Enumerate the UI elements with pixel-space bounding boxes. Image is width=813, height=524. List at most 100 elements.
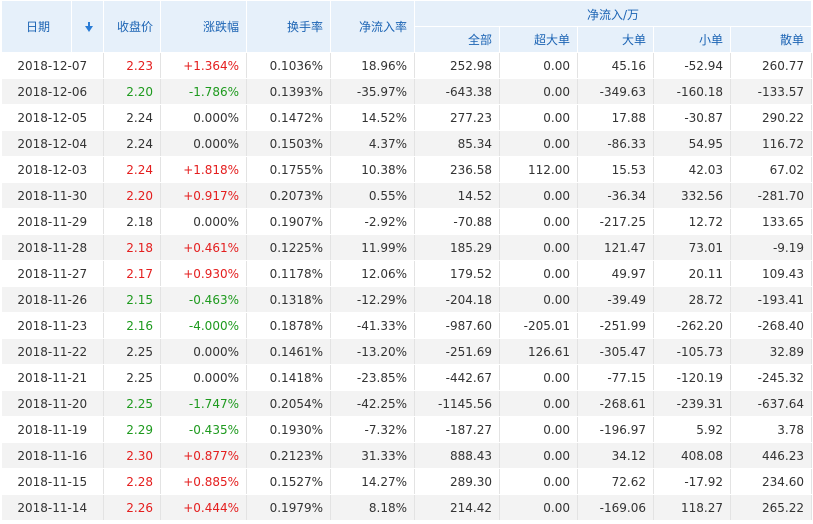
net-inflow-small-cell: 28.72 [653,286,731,313]
header-retail[interactable]: 散单 [730,26,812,53]
sort-down-arrow-icon [84,25,93,32]
table-row: 2018-11-15 2.28 +0.885% 0.1527% 14.27% 289.30… [1,468,812,495]
net-inflow-large-cell: 34.12 [577,442,654,469]
net-inflow-xl-cell: 126.61 [499,338,578,365]
net-inflow-rate-cell: -42.25% [330,390,415,417]
header-all[interactable]: 全部 [414,26,500,53]
net-inflow-retail-cell: 260.77 [730,52,812,79]
net-inflow-xl-cell: 0.00 [499,260,578,287]
date-cell: 2018-12-06 [1,78,104,105]
net-inflow-large-cell: 45.16 [577,52,654,79]
date-cell: 2018-12-07 [1,52,104,79]
net-inflow-large-cell: -251.99 [577,312,654,339]
table-row: 2018-12-04 2.24 0.000% 0.1503% 4.37% 85.34 0.0… [1,130,812,157]
turnover-cell: 0.1225% [246,234,331,261]
net-inflow-all-cell: -187.27 [414,416,500,443]
close-cell: 2.17 [103,260,161,287]
date-cell: 2018-11-16 [1,442,104,469]
net-inflow-large-cell: -86.33 [577,130,654,157]
net-inflow-xl-cell: 0.00 [499,468,578,495]
net-inflow-xl-cell: 0.00 [499,234,578,261]
net-inflow-large-cell: 72.62 [577,468,654,495]
net-inflow-large-cell: -77.15 [577,364,654,391]
change-cell: +0.917% [160,182,247,209]
net-inflow-rate-cell: 4.37% [330,130,415,157]
net-inflow-rate-cell: 8.18% [330,494,415,521]
close-cell: 2.25 [103,364,161,391]
turnover-cell: 0.1930% [246,416,331,443]
change-cell: +1.818% [160,156,247,183]
turnover-cell: 0.1178% [246,260,331,287]
change-cell: +0.444% [160,494,247,521]
net-inflow-all-cell: -643.38 [414,78,500,105]
date-cell: 2018-12-05 [1,104,104,131]
turnover-cell: 0.1461% [246,338,331,365]
net-inflow-small-cell: -262.20 [653,312,731,339]
net-inflow-small-cell: 54.95 [653,130,731,157]
net-inflow-rate-cell: 31.33% [330,442,415,469]
net-inflow-all-cell: -442.67 [414,364,500,391]
net-inflow-rate-cell: 14.52% [330,104,415,131]
net-inflow-retail-cell: 234.60 [730,468,812,495]
turnover-cell: 0.1036% [246,52,331,79]
net-inflow-small-cell: -105.73 [653,338,731,365]
change-cell: -1.747% [160,390,247,417]
table-row: 2018-11-28 2.18 +0.461% 0.1225% 11.99% 185.29… [1,234,812,261]
net-inflow-large-cell: 49.97 [577,260,654,287]
net-inflow-retail-cell: -9.19 [730,234,812,261]
change-cell: -1.786% [160,78,247,105]
net-inflow-rate-cell: 0.55% [330,182,415,209]
net-inflow-rate-cell: 14.27% [330,468,415,495]
header-small[interactable]: 小单 [653,26,731,53]
net-inflow-retail-cell: 290.22 [730,104,812,131]
close-cell: 2.23 [103,52,161,79]
change-cell: 0.000% [160,130,247,157]
date-cell: 2018-11-26 [1,286,104,313]
close-cell: 2.24 [103,104,161,131]
change-cell: +0.877% [160,442,247,469]
turnover-cell: 0.1755% [246,156,331,183]
net-inflow-retail-cell: -193.41 [730,286,812,313]
net-inflow-small-cell: -30.87 [653,104,731,131]
net-inflow-rate-cell: -41.33% [330,312,415,339]
turnover-cell: 0.1318% [246,286,331,313]
table-row: 2018-12-03 2.24 +1.818% 0.1755% 10.38% 236.58… [1,156,812,183]
net-inflow-retail-cell: 109.43 [730,260,812,287]
header-date[interactable]: 日期 [1,0,72,53]
net-inflow-large-cell: -349.63 [577,78,654,105]
net-inflow-retail-cell: -281.70 [730,182,812,209]
sort-button[interactable] [71,0,104,53]
net-inflow-retail-cell: 3.78 [730,416,812,443]
close-cell: 2.15 [103,286,161,313]
date-cell: 2018-11-30 [1,182,104,209]
close-cell: 2.28 [103,468,161,495]
net-inflow-small-cell: 5.92 [653,416,731,443]
header-close[interactable]: 收盘价 [103,0,161,53]
net-inflow-small-cell: -52.94 [653,52,731,79]
header-xl[interactable]: 超大单 [499,26,578,53]
header-change[interactable]: 涨跌幅 [160,0,247,53]
net-inflow-xl-cell: 0.00 [499,494,578,521]
change-cell: -4.000% [160,312,247,339]
net-inflow-rate-cell: -35.97% [330,78,415,105]
close-cell: 2.18 [103,208,161,235]
net-inflow-small-cell: 20.11 [653,260,731,287]
date-cell: 2018-11-22 [1,338,104,365]
net-inflow-large-cell: 17.88 [577,104,654,131]
header-net-inflow-rate[interactable]: 净流入率 [330,0,415,53]
change-cell: +0.885% [160,468,247,495]
turnover-cell: 0.1393% [246,78,331,105]
turnover-cell: 0.2073% [246,182,331,209]
turnover-cell: 0.1527% [246,468,331,495]
net-inflow-retail-cell: 265.22 [730,494,812,521]
header-large[interactable]: 大单 [577,26,654,53]
header-turnover[interactable]: 换手率 [246,0,331,53]
net-inflow-retail-cell: 446.23 [730,442,812,469]
net-inflow-all-cell: 236.58 [414,156,500,183]
net-inflow-large-cell: -36.34 [577,182,654,209]
net-inflow-xl-cell: 112.00 [499,156,578,183]
close-cell: 2.24 [103,156,161,183]
net-inflow-small-cell: -120.19 [653,364,731,391]
date-cell: 2018-11-19 [1,416,104,443]
close-cell: 2.25 [103,338,161,365]
